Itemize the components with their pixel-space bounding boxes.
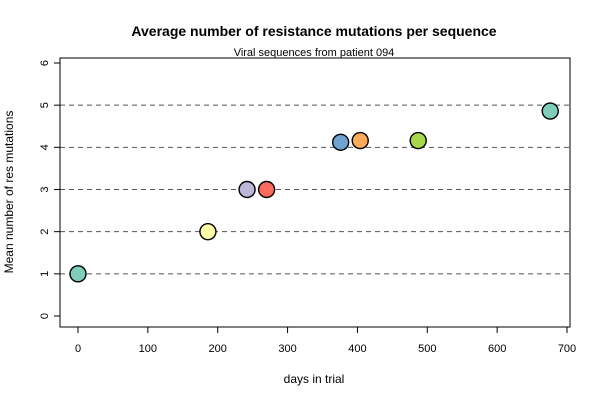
x-axis: 0 100 200 300 400 500 600 700 — [75, 326, 576, 355]
y-tick-label: 1 — [39, 271, 51, 277]
data-point — [351, 131, 369, 150]
plot-frame — [59, 57, 571, 328]
x-tick-label: 700 — [558, 343, 576, 355]
x-tick-label: 100 — [139, 343, 157, 355]
x-tick-label: 200 — [209, 343, 227, 355]
x-tick-label: 500 — [418, 343, 436, 355]
y-tick-label: 5 — [39, 102, 51, 108]
y-tick-label: 3 — [39, 186, 51, 192]
x-tick-label: 0 — [75, 343, 81, 355]
y-tick-label: 2 — [39, 229, 51, 235]
data-point — [409, 131, 427, 150]
chart-title: Average number of resistance mutations p… — [131, 23, 496, 39]
x-axis-label: days in trial — [284, 372, 345, 386]
data-point — [257, 180, 276, 199]
data-point — [238, 180, 256, 199]
data-point — [199, 222, 217, 241]
data-point — [331, 133, 350, 151]
x-tick-label: 300 — [278, 343, 296, 355]
y-tick-label: 0 — [39, 313, 51, 319]
chart-subtitle: Viral sequences from patient 094 — [234, 47, 395, 59]
grid-lines — [60, 104, 570, 275]
y-tick-label: 6 — [39, 60, 51, 66]
data-point — [69, 265, 87, 283]
data-points — [69, 102, 559, 283]
x-tick-label: 600 — [488, 343, 506, 355]
y-tick-label: 4 — [39, 144, 51, 150]
y-axis: 0 1 2 3 4 5 6 — [39, 60, 61, 319]
y-axis-label: Mean number of res mutations — [2, 111, 16, 274]
data-point — [541, 102, 559, 120]
x-tick-label: 400 — [348, 343, 366, 355]
